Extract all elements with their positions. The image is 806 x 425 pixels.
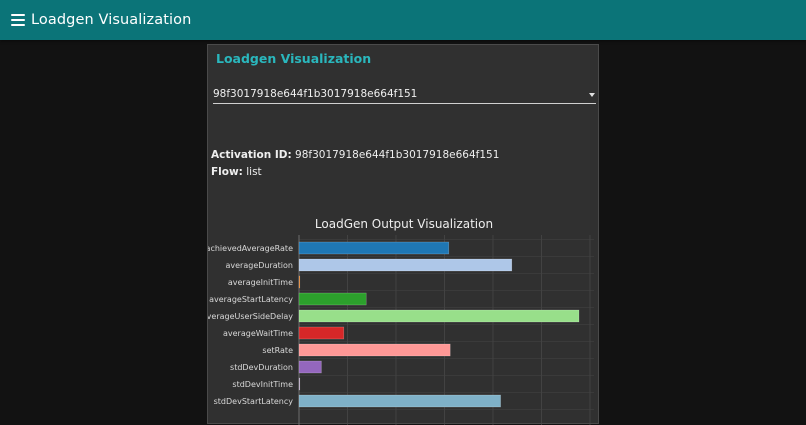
activation-id-value: 98f3017918e644f1b3017918e664f151 bbox=[295, 149, 500, 161]
bar-stdDevDuration[interactable] bbox=[298, 360, 322, 374]
flow-info: Flow: list bbox=[211, 166, 262, 178]
category-label: setRate bbox=[262, 346, 293, 355]
category-label: stdDevInitTime bbox=[232, 380, 293, 389]
bar-achievedAverageRate[interactable] bbox=[298, 241, 450, 255]
hamburger-menu-icon[interactable] bbox=[11, 14, 25, 26]
visualization-card: Loadgen Visualization 98f3017918e644f1b3… bbox=[207, 44, 599, 425]
caret-down-icon bbox=[589, 93, 595, 97]
bar-setRate[interactable] bbox=[298, 343, 451, 357]
bar-stdDevInitTime[interactable] bbox=[298, 377, 301, 391]
category-label: averageStartLatency bbox=[209, 295, 293, 304]
bar-averageStartLatency[interactable] bbox=[298, 292, 367, 306]
flow-label: Flow: bbox=[211, 166, 243, 178]
bar-averageWaitTime[interactable] bbox=[298, 326, 345, 340]
category-label: averageInitTime bbox=[228, 278, 293, 287]
bar-chart: achievedAverageRate averageDuration averag… bbox=[208, 235, 594, 425]
activation-select[interactable]: 98f3017918e644f1b3017918e664f151 bbox=[213, 87, 596, 104]
category-label: achievedAverageRate bbox=[208, 244, 293, 253]
category-label: averageDuration bbox=[226, 261, 294, 270]
activation-id-label: Activation ID: bbox=[211, 149, 292, 161]
bar-averageUserSideDelay[interactable] bbox=[298, 309, 580, 323]
category-label: averageWaitTime bbox=[223, 329, 293, 338]
category-label: averageUserSideDelay bbox=[208, 312, 293, 321]
activation-info: Activation ID: 98f3017918e644f1b3017918e… bbox=[211, 149, 499, 161]
app-bar: Loadgen Visualization bbox=[0, 0, 806, 40]
app-title: Loadgen Visualization bbox=[31, 12, 192, 28]
chart-title: LoadGen Output Visualization bbox=[314, 217, 494, 231]
bar-stdDevStartLatency[interactable] bbox=[298, 394, 501, 408]
activation-select-value: 98f3017918e644f1b3017918e664f151 bbox=[213, 88, 418, 100]
category-label: stdDevDuration bbox=[230, 363, 293, 372]
category-label: stdDevStartLatency bbox=[214, 397, 294, 406]
card-title: Loadgen Visualization bbox=[216, 51, 372, 66]
flow-value: list bbox=[246, 166, 262, 178]
bar-averageInitTime[interactable] bbox=[298, 275, 301, 289]
bar-averageDuration[interactable] bbox=[298, 258, 513, 272]
